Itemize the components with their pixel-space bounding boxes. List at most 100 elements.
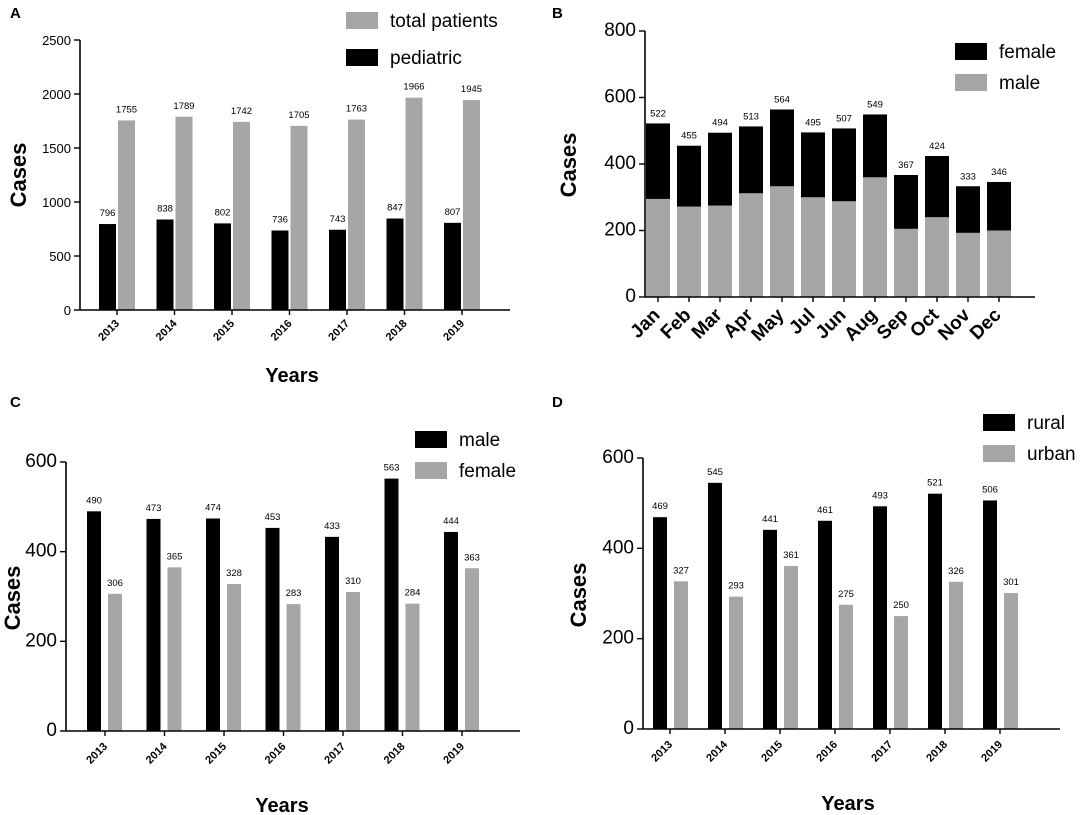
data-label: 469 [652,501,668,512]
data-label: 424 [929,141,945,152]
x-tick-label: Aug [841,305,882,346]
y-axis-title: Cases [556,133,581,198]
y-tick-label: 600 [25,451,57,472]
bar-urban [949,581,963,729]
panel-c: C 490 306 2013 473 365 2014 474 328 2015 453 283 201… [0,394,520,815]
bar-total-patients [290,125,308,310]
y-axis-title: Cases [0,566,25,631]
bar-pediatric [444,222,461,310]
y-tick-label: 0 [46,720,57,741]
panel-a: A 796 1755 2013 838 1789 2014 802 1742 2015 736 170… [6,5,510,387]
data-label: 453 [265,512,281,523]
bar-rural [873,506,887,729]
data-label: 433 [324,521,340,532]
y-tick-label: 0 [623,718,634,739]
y-tick-label: 0 [625,286,636,307]
bar-female [108,593,122,731]
data-label: 346 [991,167,1007,178]
legend-label: urban [1027,444,1076,465]
data-label: 327 [673,565,689,576]
bar-total-patients [405,97,423,310]
data-label: 361 [783,550,799,561]
y-tick-label: 400 [602,537,634,558]
bar-female [286,604,301,731]
data-label: 473 [146,503,162,514]
legend-swatch-female [415,462,447,479]
x-axis-title: Years [265,365,318,387]
bar-female [863,114,887,178]
bar-rural [818,520,832,729]
bar-pediatric [386,218,404,310]
legend-label: pediatric [390,48,462,69]
bar-male [265,527,280,731]
x-tick-label: 2016 [814,739,840,765]
y-tick-label: 800 [604,20,636,41]
x-tick-label: Feb [657,305,696,344]
bar-male [956,232,980,297]
panel-b: B 522 Jan 455 Feb 494 Mar 513 Apr 564 May 495 Jul 507… [552,5,1056,346]
bar-female [346,592,360,731]
bar-female [167,567,182,731]
legend-label: male [999,73,1040,94]
bar-male [925,217,949,297]
legend-swatch-male [415,431,447,448]
data-label: 493 [872,490,888,501]
x-tick-label: Oct [906,304,944,342]
bar-male [444,531,458,731]
x-tick-label: 2014 [704,738,730,764]
data-label: 474 [205,502,221,513]
data-label: 564 [774,94,790,105]
y-tick-label: 0 [64,303,71,318]
y-tick-label: 600 [604,87,636,108]
legend-swatch-pediatric [346,49,378,66]
bar-total-patients [348,119,365,310]
y-tick-label: 500 [49,249,71,264]
data-label: 365 [167,551,183,562]
bar-male [708,205,732,297]
legend-label: male [459,430,500,451]
bar-female [405,603,420,731]
bar-male [801,197,825,297]
x-axis-title: Years [821,793,874,815]
bar-male [987,230,1011,297]
bar-total-patients [233,121,250,310]
x-tick-label: 2019 [441,318,467,344]
data-label: 495 [805,117,821,128]
bar-female [801,132,825,198]
data-label: 796 [100,208,116,219]
legend-label: rural [1027,413,1065,434]
y-tick-label: 1500 [42,141,71,156]
bar-rural [653,517,667,729]
x-tick-label: 2014 [144,740,170,766]
panel-letter: B [552,5,563,22]
legend-swatch-rural [983,414,1015,431]
bar-pediatric [156,219,174,310]
y-tick-label: 400 [604,153,636,174]
x-tick-label: 2019 [979,739,1005,765]
x-tick-label: 2017 [322,741,348,767]
data-label: 807 [445,207,461,218]
x-tick-label: 2013 [84,741,110,767]
bar-male [325,536,339,731]
bar-rural [928,493,942,729]
data-label: 283 [286,588,302,599]
bar-male [832,201,856,297]
data-label: 441 [762,514,778,525]
x-axis-title: Years [255,795,308,815]
legend-label: female [999,42,1056,63]
x-tick-label: May [748,304,789,345]
data-label: 306 [107,578,123,589]
data-label: 802 [215,207,231,218]
y-tick-label: 200 [25,630,57,651]
x-tick-label: 2015 [203,741,229,767]
bar-male [770,186,794,297]
y-tick-label: 600 [602,447,634,468]
data-label: 743 [330,214,346,225]
x-tick-label: Jul [785,305,819,339]
bar-female [925,156,949,218]
panel-d: D 469 327 2013 545 293 2014 441 361 2015 461 275 201… [552,394,1076,815]
x-tick-label: Apr [720,304,758,342]
data-label: 284 [405,588,421,599]
x-tick-label: Jan [627,305,665,343]
data-label: 367 [898,160,914,171]
